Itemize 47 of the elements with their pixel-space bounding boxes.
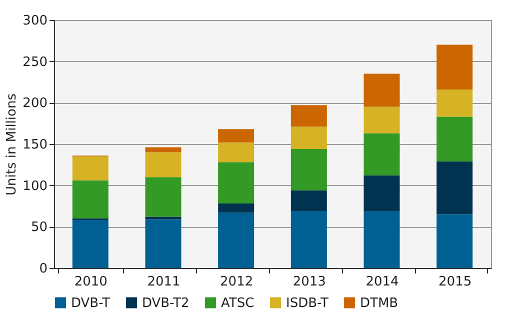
x-tick-label: 2013 xyxy=(292,274,326,290)
y-tick-label: 0 xyxy=(39,262,48,276)
bar xyxy=(72,156,108,180)
bar xyxy=(364,210,400,268)
bar xyxy=(218,142,254,162)
bar xyxy=(218,162,254,204)
x-tick-label: 2015 xyxy=(438,274,472,290)
bar xyxy=(290,210,327,268)
bar xyxy=(290,105,327,127)
legend-label: DVB-T2 xyxy=(142,296,190,311)
legend-label: ISDB-T xyxy=(286,296,329,311)
bar xyxy=(218,204,254,213)
y-tick-label: 200 xyxy=(22,96,48,112)
legend-label: DVB-T xyxy=(71,296,110,311)
y-axis-title: Units in Millions xyxy=(4,93,20,196)
bar xyxy=(290,126,327,149)
y-tick-label: 300 xyxy=(22,14,48,28)
bar xyxy=(436,44,473,90)
bar xyxy=(218,129,254,142)
bar xyxy=(364,106,400,134)
bar xyxy=(145,177,182,217)
bar xyxy=(218,212,254,268)
bar xyxy=(436,161,473,214)
bar xyxy=(145,219,182,268)
bar xyxy=(72,220,108,268)
bar xyxy=(364,74,400,107)
bar xyxy=(145,216,182,220)
y-tick-label: 150 xyxy=(22,138,48,152)
bar xyxy=(290,190,327,211)
x-tick-label: 2014 xyxy=(366,274,399,290)
y-tick-label: 250 xyxy=(22,54,48,70)
bar xyxy=(72,180,108,218)
x-tick-label: 2010 xyxy=(74,274,108,290)
x-tick-label: 2011 xyxy=(147,274,180,290)
bar xyxy=(364,175,400,211)
legend-label: DTMB xyxy=(360,296,398,311)
y-tick-label: 100 xyxy=(22,178,48,194)
bar xyxy=(290,148,327,190)
bar xyxy=(436,214,473,268)
bar xyxy=(364,133,400,176)
bar xyxy=(436,89,473,117)
bar xyxy=(145,152,182,178)
bar xyxy=(436,116,473,162)
x-tick-label: 2012 xyxy=(220,274,254,290)
legend-label: ATSC xyxy=(221,296,254,311)
y-tick-label: 50 xyxy=(30,220,48,236)
bar xyxy=(145,147,182,152)
